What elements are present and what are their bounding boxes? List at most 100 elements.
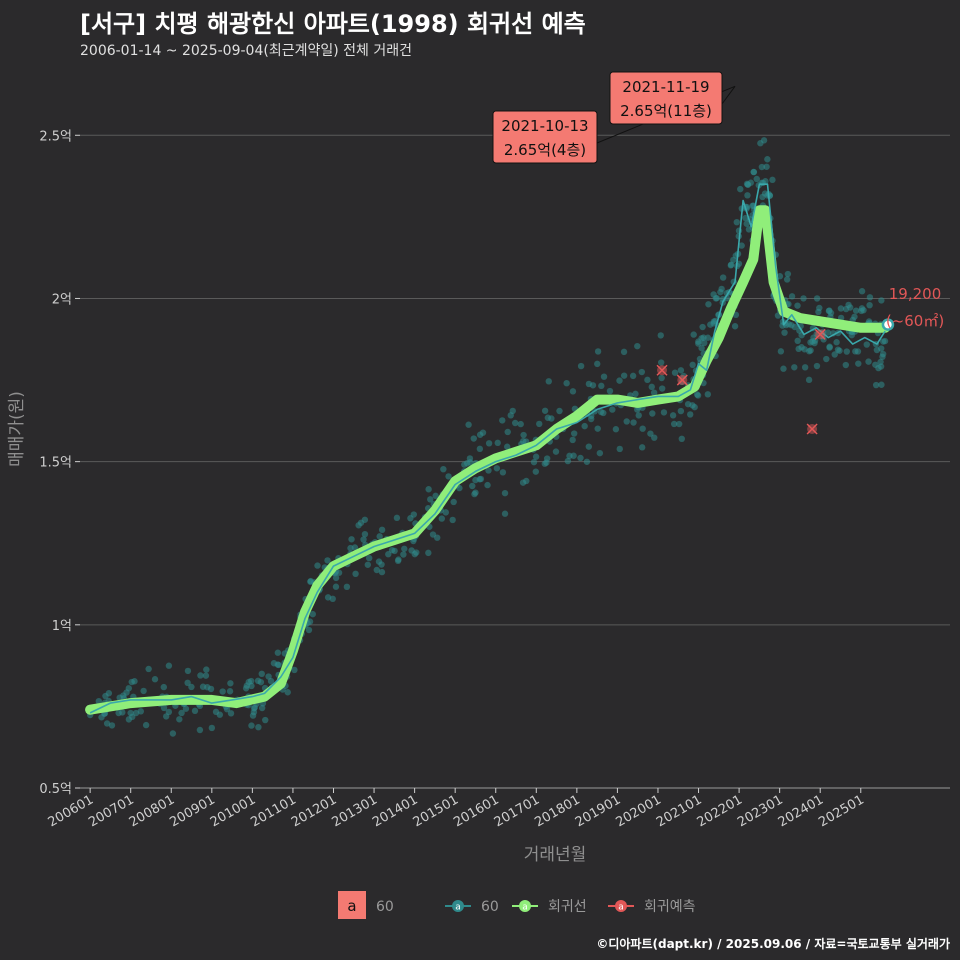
- scatter-point: [504, 428, 511, 436]
- label-leader: [721, 86, 736, 105]
- y-axis-title: 매매가(원): [7, 391, 27, 467]
- scatter-point: [196, 726, 204, 734]
- x-tick-label: 202301: [735, 792, 785, 830]
- scatter-point: [657, 359, 665, 366]
- x-axis-title: 거래년월: [524, 845, 587, 865]
- scatter-point: [813, 295, 821, 302]
- scatter-point: [809, 338, 816, 345]
- scatter-point: [858, 288, 866, 295]
- scatter-point: [160, 704, 168, 712]
- scatter-point: [360, 536, 367, 543]
- scatter-point: [616, 445, 623, 453]
- legend-key-dot: [452, 900, 464, 912]
- scatter-point: [485, 467, 492, 474]
- scatter-point: [494, 439, 501, 447]
- scatter-point: [794, 337, 801, 345]
- scatter-point: [620, 372, 628, 379]
- scatter-point: [769, 176, 776, 184]
- scatter-point: [465, 421, 472, 428]
- scatter-point: [137, 708, 145, 715]
- scatter-point: [442, 509, 450, 516]
- scatter-point: [795, 345, 802, 353]
- scatter-point: [781, 329, 788, 336]
- scatter-point: [484, 481, 491, 489]
- scatter-point: [843, 348, 850, 355]
- scatter-point: [823, 355, 830, 363]
- scatter-point: [385, 551, 392, 558]
- scatter-point: [600, 373, 608, 380]
- scatter-point: [445, 473, 452, 480]
- prediction-cross: [656, 364, 668, 376]
- scatter-point: [738, 242, 745, 249]
- scatter-point: [329, 595, 336, 603]
- prediction-cross: [676, 374, 688, 386]
- scatter-point: [678, 435, 685, 443]
- scatter-point: [324, 557, 331, 564]
- scatter-point: [373, 566, 381, 574]
- scatter-point: [852, 307, 860, 314]
- scatter-point: [470, 435, 477, 442]
- scatter-point: [620, 348, 628, 356]
- x-tick-label: 201301: [330, 792, 380, 830]
- scatter-point: [142, 721, 150, 729]
- scatter-point: [879, 353, 886, 361]
- scatter-point: [609, 406, 616, 413]
- scatter-point: [248, 722, 255, 729]
- scatter-point: [258, 670, 265, 678]
- x-tick-label: 201101: [248, 792, 298, 830]
- scatter-point: [477, 475, 485, 483]
- scatter-point: [265, 673, 272, 680]
- scatter-point: [182, 705, 190, 712]
- scatter-point: [309, 610, 316, 618]
- scatter-point: [410, 511, 418, 518]
- scatter-point: [791, 323, 798, 331]
- scatter-point: [813, 362, 821, 370]
- x-tick-label: 201001: [208, 792, 258, 830]
- scatter-point: [801, 364, 809, 371]
- scatter-point: [689, 361, 696, 369]
- scatter-point: [650, 389, 658, 396]
- scatter-point: [566, 452, 573, 460]
- scatter-point: [476, 445, 484, 453]
- scatter-point: [563, 379, 570, 387]
- prediction-cross: [806, 423, 818, 435]
- scatter-point: [556, 407, 563, 415]
- scatter-point: [564, 457, 572, 465]
- legend-key-dot: [519, 900, 531, 912]
- scatter-point: [877, 363, 885, 370]
- x-tick-label: 202001: [613, 792, 663, 830]
- scatter-point: [307, 577, 314, 585]
- scatter-point: [743, 180, 751, 188]
- scatter-point: [616, 377, 623, 384]
- legend-badge-label: 60: [376, 899, 394, 915]
- scatter-point: [777, 348, 785, 355]
- x-tick-label: 201701: [492, 792, 542, 830]
- scatter-point: [577, 454, 584, 462]
- scatter-point: [365, 554, 373, 562]
- scatter-point: [675, 420, 683, 428]
- scatter-point: [644, 376, 651, 384]
- scatter-point: [257, 678, 265, 686]
- scatter-point: [532, 468, 540, 475]
- scatter-point: [606, 387, 614, 395]
- legend-item-label: 60: [481, 899, 499, 915]
- scatter-point: [103, 720, 111, 727]
- highlight-label-price: 2.65억(4층): [504, 141, 586, 159]
- scatter-point: [163, 713, 170, 720]
- scatter-point: [552, 448, 560, 455]
- scatter-point: [151, 676, 159, 683]
- monthly-average-line: [89, 183, 886, 714]
- highlight-label-box: [609, 71, 723, 125]
- scatter-point: [284, 689, 291, 696]
- scatter-point: [577, 362, 585, 370]
- scatter-point: [226, 688, 234, 695]
- scatter-point: [742, 214, 749, 222]
- scatter-point: [378, 526, 386, 534]
- scatter-point: [306, 618, 314, 625]
- x-tick-label: 202101: [654, 792, 704, 830]
- scatter-point: [858, 305, 866, 312]
- scatter-point: [140, 687, 147, 695]
- scatter-point: [585, 443, 593, 450]
- scatter-point: [375, 558, 383, 565]
- scatter-point: [247, 677, 255, 685]
